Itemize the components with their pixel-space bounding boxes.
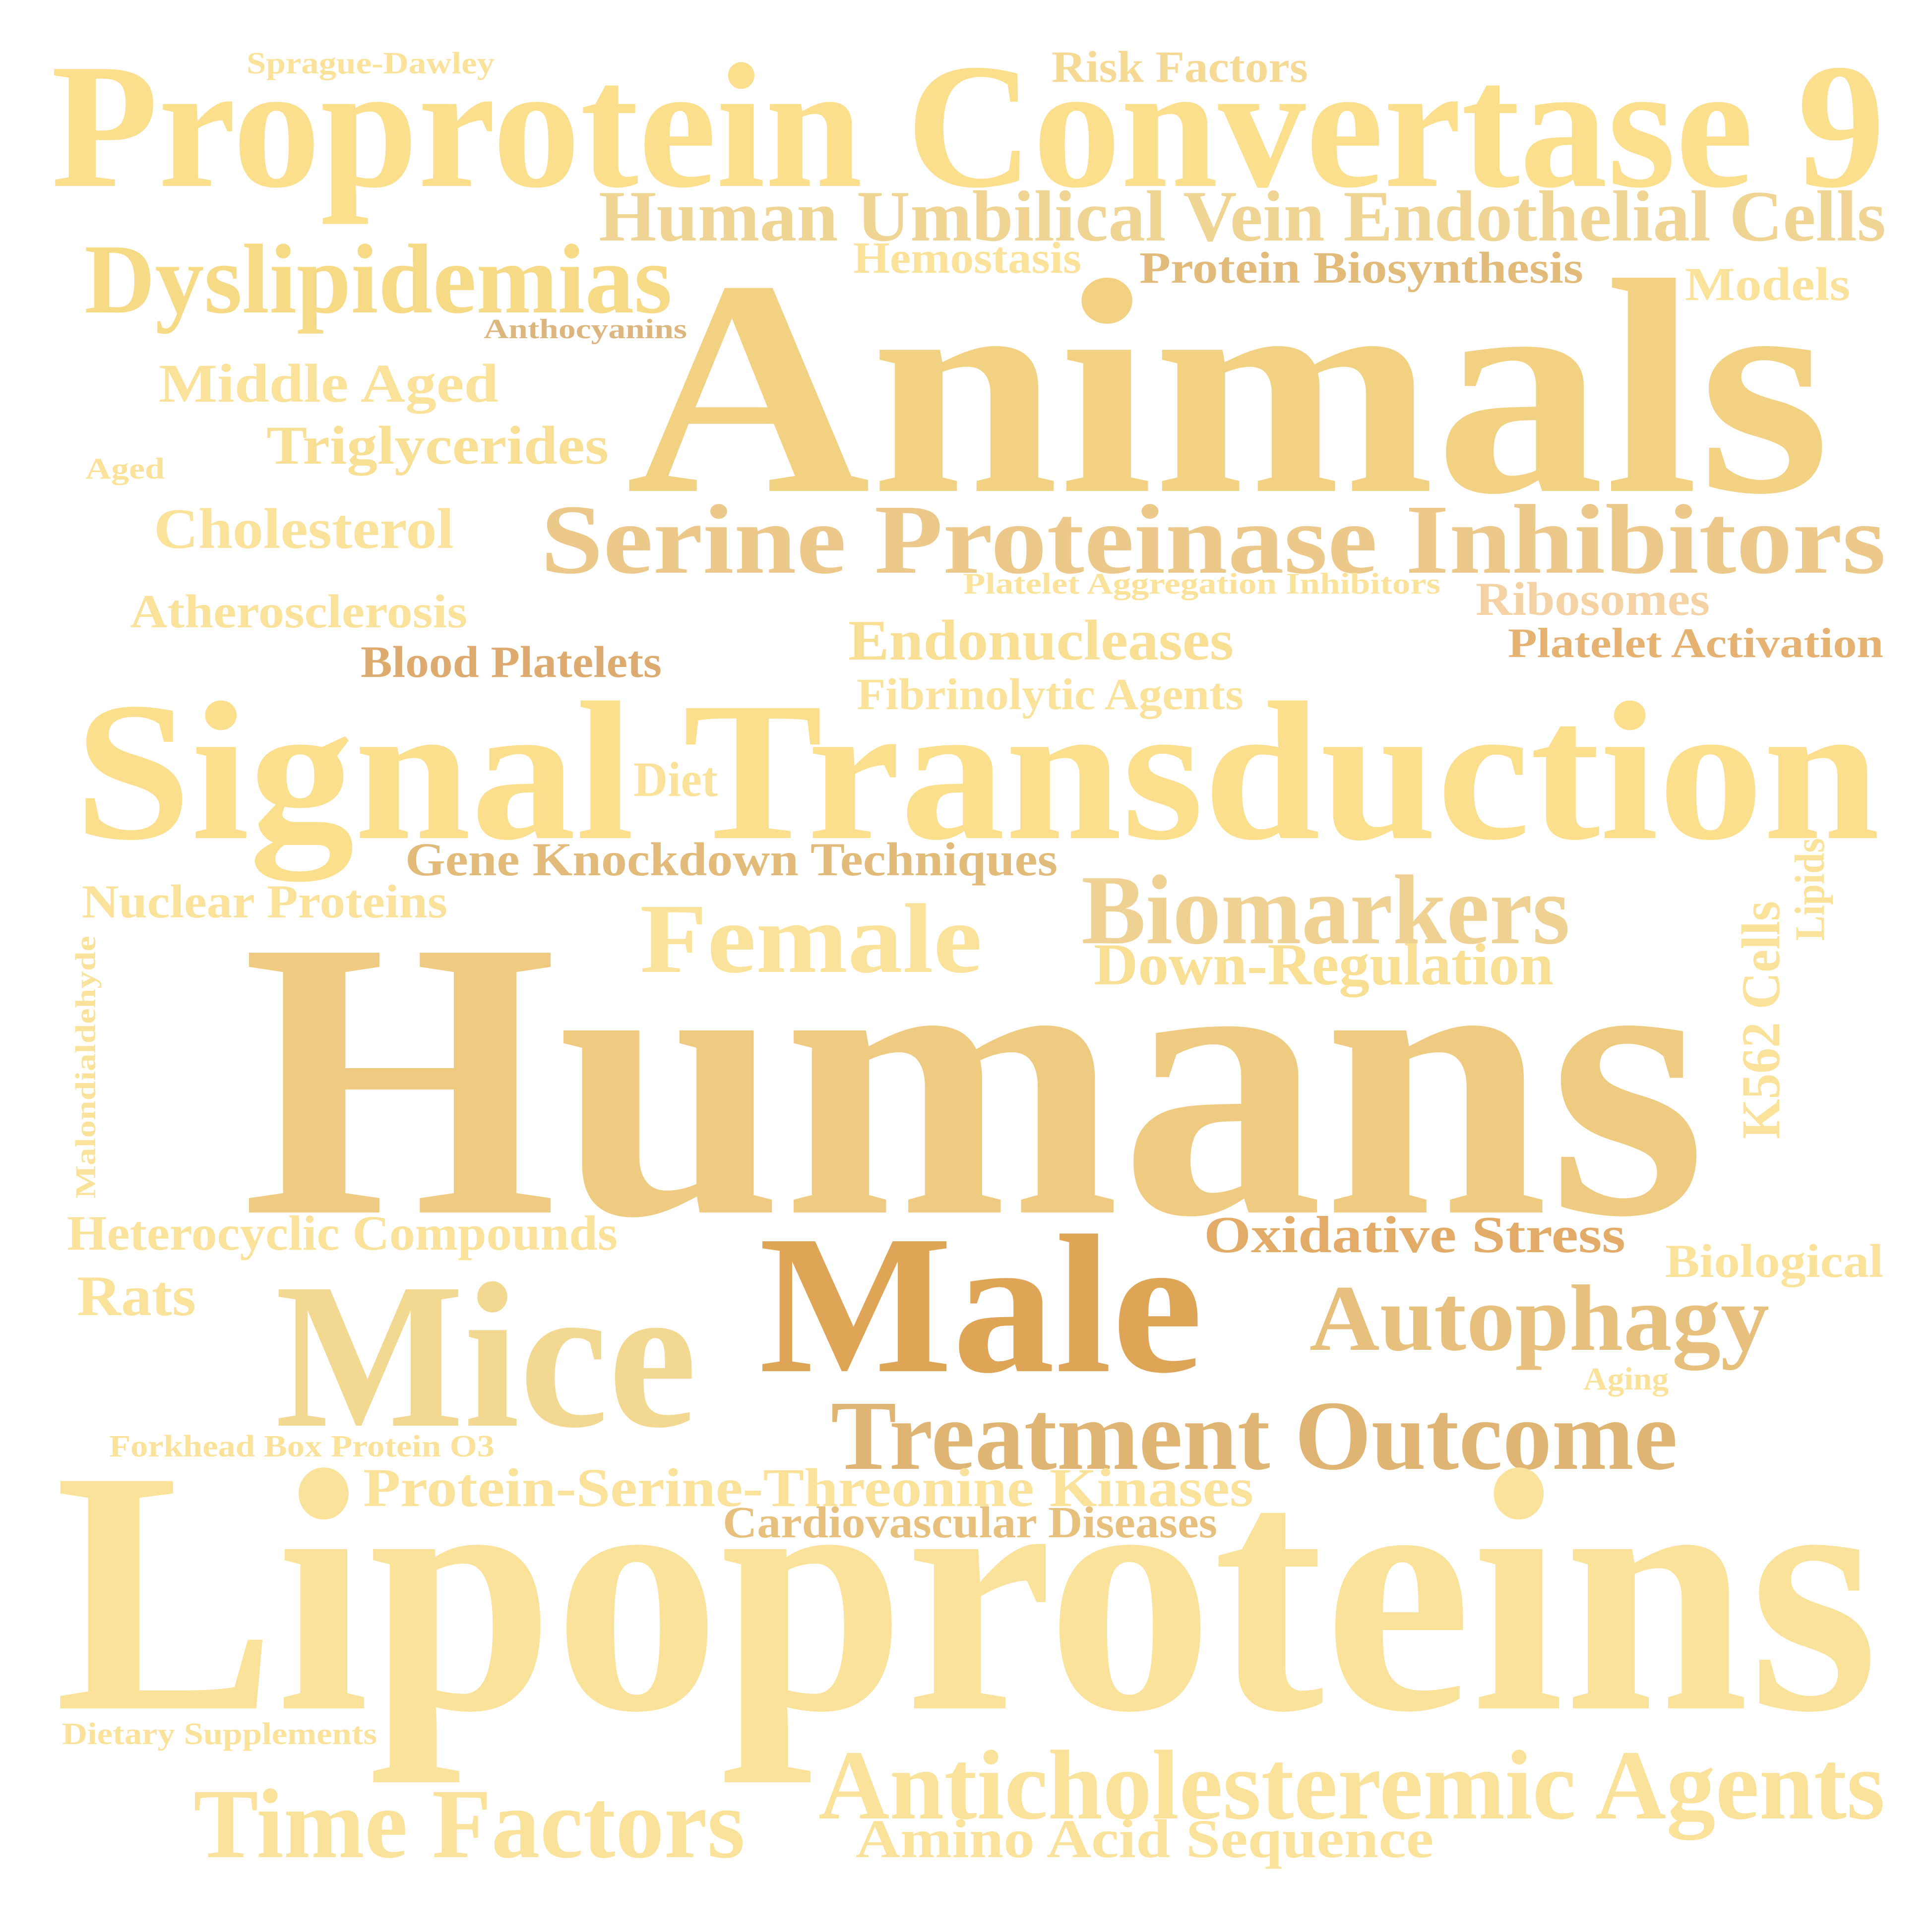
word-time-factors: Time Factors xyxy=(193,1769,745,1879)
word-hemostasis: Hemostasis xyxy=(853,234,1081,283)
word-autophagy: Autophagy xyxy=(1309,1267,1769,1371)
word-aging: Aging xyxy=(1583,1361,1669,1397)
word-huvec: Human Umbilical Vein Endothelial Cells xyxy=(599,176,1886,256)
word-male: Male xyxy=(759,1195,1203,1414)
word-diet: Diet xyxy=(633,752,718,807)
word-protein-serine-threonine-kinases: Protein-Serine-Threonine Kinases xyxy=(363,1457,1253,1518)
word-serine-proteinase-inhibitors: Serine Proteinase Inhibitors xyxy=(541,485,1886,595)
word-amino-acid-sequence: Amino Acid Sequence xyxy=(856,1809,1433,1869)
word-lipids: Lipids xyxy=(1787,838,1833,941)
word-proprotein-convertase-9: Proprotein Convertase 9 xyxy=(51,27,1885,225)
word-k562-cells: K562 Cells xyxy=(1731,901,1791,1139)
word-models: Models xyxy=(1685,258,1850,310)
word-malondialdehyde: Malondialdehyde xyxy=(69,936,102,1199)
word-aged: Aged xyxy=(85,452,165,485)
word-cholesterol: Cholesterol xyxy=(154,497,454,560)
word-humans: Humans xyxy=(242,859,1706,1299)
word-risk-factors: Risk Factors xyxy=(1052,43,1308,92)
word-ribosomes: Ribosomes xyxy=(1476,573,1710,625)
word-oxidative-stress: Oxidative Stress xyxy=(1204,1206,1625,1264)
word-heterocyclic-compounds: Heterocyclic Compounds xyxy=(67,1206,618,1261)
word-endonucleases: Endonucleases xyxy=(848,609,1234,672)
word-mice: Mice xyxy=(275,1240,697,1471)
word-biological: Biological xyxy=(1665,1235,1883,1287)
word-treatment-outcome: Treatment Outcome xyxy=(831,1381,1678,1491)
word-forkhead-box-protein-o3: Forkhead Box Protein O3 xyxy=(109,1430,495,1463)
word-dyslipidemias: Dyslipidemias xyxy=(84,225,672,334)
word-down-regulation: Down-Regulation xyxy=(1094,931,1554,998)
word-platelet-aggregation-inhibitors: Platelet Aggregation Inhibitors xyxy=(963,567,1440,600)
word-nuclear-proteins: Nuclear Proteins xyxy=(82,875,447,928)
word-signal-transduction: Signal Transduction xyxy=(74,662,1880,885)
word-blood-platelets: Blood Platelets xyxy=(361,638,662,687)
word-lipoproteins: Lipoproteins xyxy=(55,1399,1878,1784)
word-gene-knockdown-techniques: Gene Knockdown Techniques xyxy=(405,833,1058,886)
word-fibrinolytic-agents: Fibrinolytic Agents xyxy=(857,670,1244,719)
word-cardiovascular-diseases: Cardiovascular Diseases xyxy=(723,1498,1217,1547)
word-rats: Rats xyxy=(77,1265,196,1328)
word-middle-aged: Middle Aged xyxy=(159,353,499,414)
word-anthocyanins: Anthocyanins xyxy=(484,314,687,345)
word-animals: Animals xyxy=(626,218,1830,558)
word-female: Female xyxy=(640,884,982,994)
word-biomarkers: Biomarkers xyxy=(1081,855,1570,965)
word-sprague-dawley: Sprague-Dawley xyxy=(247,47,495,80)
word-platelet-activation: Platelet Activation xyxy=(1508,620,1883,666)
word-dietary-supplements: Dietary Supplements xyxy=(62,1717,377,1751)
word-atherosclerosis: Atherosclerosis xyxy=(130,585,467,638)
word-anticholesteremic-agents: Anticholesteremic Agents xyxy=(818,1731,1885,1840)
word-protein-biosynthesis: Protein Biosynthesis xyxy=(1139,243,1583,293)
word-triglycerides: Triglycerides xyxy=(266,415,609,476)
